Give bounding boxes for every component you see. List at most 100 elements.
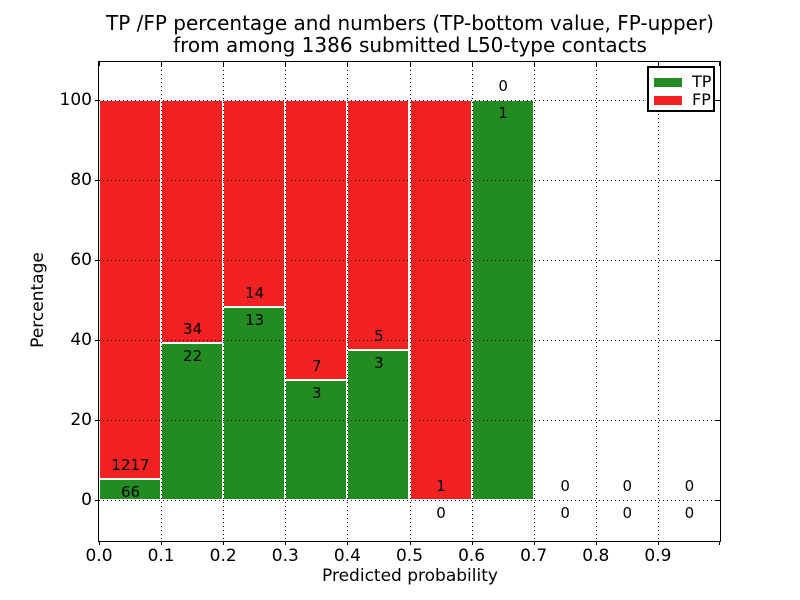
tp-count-label-bin7: 0 <box>560 504 570 522</box>
fp-color-swatch <box>654 95 682 105</box>
y-tick-label-40: 40 <box>70 330 92 350</box>
x-tick-top <box>99 62 100 66</box>
x-tick-top <box>347 62 349 66</box>
x-tick-top <box>719 62 720 66</box>
x-tick-top <box>657 62 659 66</box>
tp-count-label-bin9: 0 <box>684 504 695 522</box>
y-tick-label-20: 20 <box>70 410 92 430</box>
x-tick-bottom <box>533 542 535 545</box>
x-tick-label-0.1: 0.1 <box>147 546 175 566</box>
x-gridline-0.6 <box>471 62 473 541</box>
bar-fp-bin1 <box>161 100 224 343</box>
tp-count-label-bin4: 3 <box>374 354 384 372</box>
x-tick-label-0.8: 0.8 <box>582 546 610 566</box>
x-gridline-0.1 <box>161 62 163 541</box>
x-tick-bottom <box>285 542 287 545</box>
y-tick-label-80: 80 <box>70 170 92 190</box>
x-tick-top <box>471 62 473 66</box>
x-tick-label-0.9: 0.9 <box>644 546 672 566</box>
y-tick-left <box>95 340 98 341</box>
x-tick-top <box>595 62 597 66</box>
bar-fp-bin2 <box>223 100 286 308</box>
y-tick-left <box>95 500 98 501</box>
x-tick-label-0.7: 0.7 <box>520 546 548 566</box>
bar-tp-bin1 <box>161 342 224 500</box>
bar-tp-bin6 <box>471 100 534 500</box>
y-tick-label-0: 0 <box>81 490 92 510</box>
bar-tp-bin4 <box>347 350 410 500</box>
x-tick-bottom <box>223 542 225 545</box>
x-tick-label-0.5: 0.5 <box>395 546 424 566</box>
y-tick-left <box>95 180 98 181</box>
x-gridline-0.5 <box>409 62 411 541</box>
x-gridline-0.7 <box>533 62 535 541</box>
fp-count-label-bin0: 1217 <box>111 456 150 475</box>
tp-count-label-bin0: 66 <box>120 483 141 502</box>
chart-title: TP /FP percentage and numbers (TP-bottom… <box>99 12 721 56</box>
x-gridline-0.3 <box>285 62 287 541</box>
tp-color-swatch <box>654 77 682 87</box>
bar-fp-bin4 <box>347 100 410 350</box>
tp-count-label-bin8: 0 <box>622 504 633 522</box>
fp-count-label-bin1: 34 <box>183 319 203 338</box>
x-tick-bottom <box>347 542 349 545</box>
chart-title-line-1: TP /FP percentage and numbers (TP-bottom… <box>106 11 714 35</box>
tp-count-label-bin5: 0 <box>436 504 446 522</box>
bar-fp-bin3 <box>285 100 348 380</box>
legend-label-tp: TP <box>692 72 712 91</box>
legend: TP FP <box>647 66 715 112</box>
tp-count-label-bin6: 1 <box>498 104 508 122</box>
x-tick-label-0.3: 0.3 <box>271 546 299 566</box>
x-tick-top <box>285 62 287 66</box>
x-tick-bottom <box>161 542 163 545</box>
y-tick-right <box>716 180 720 181</box>
fp-count-label-bin4: 5 <box>374 327 384 345</box>
x-tick-bottom <box>657 542 659 545</box>
x-gridline-0.4 <box>347 62 349 541</box>
tp-count-label-bin3: 3 <box>312 384 322 402</box>
y-tick-left <box>95 260 98 261</box>
x-tick-label-0.4: 0.4 <box>333 546 361 566</box>
x-tick-bottom <box>719 542 720 545</box>
legend-row-tp: TP <box>649 73 713 91</box>
bar-tp-bin0 <box>99 479 162 500</box>
x-tick-top <box>223 62 225 66</box>
x-tick-bottom <box>595 542 597 545</box>
y-tick-right <box>716 100 720 101</box>
legend-label-fp: FP <box>692 90 711 109</box>
x-gridline-0.2 <box>223 62 225 541</box>
x-tick-top <box>409 62 411 66</box>
y-tick-left <box>95 100 98 101</box>
y-tick-right <box>716 260 720 261</box>
x-tick-label-0.2: 0.2 <box>209 546 237 566</box>
x-tick-bottom <box>409 542 411 545</box>
bar-fp-bin5 <box>409 100 472 500</box>
fp-count-label-bin3: 7 <box>312 357 322 375</box>
y-tick-right <box>716 340 720 341</box>
fp-count-label-bin2: 14 <box>245 284 265 303</box>
plot-area: 1217 66 34 22 14 13 7 3 5 3 1 0 0 1 0 0 0 0 0 0 <box>95 61 721 545</box>
fp-count-label-bin9: 0 <box>684 477 695 495</box>
x-tick-top <box>533 62 535 66</box>
x-tick-label-0.6: 0.6 <box>458 546 486 566</box>
y-tick-label-60: 60 <box>70 250 92 270</box>
fp-count-label-bin5: 1 <box>436 477 446 495</box>
fp-count-label-bin8: 0 <box>622 477 633 495</box>
legend-row-fp: FP <box>649 91 713 109</box>
x-tick-top <box>161 62 163 66</box>
y-tick-right <box>716 420 720 421</box>
x-tick-label-0.0: 0.0 <box>85 546 113 566</box>
x-tick-bottom <box>471 542 473 545</box>
tp-count-label-bin2: 13 <box>245 311 265 330</box>
y-tick-right <box>716 500 720 501</box>
x-gridline-0.9 <box>657 62 659 541</box>
x-axis-label: Predicted probability <box>322 566 498 586</box>
fp-count-label-bin7: 0 <box>560 477 570 495</box>
chart-title-line-2: from among 1386 submitted L50-type conta… <box>173 33 647 57</box>
fp-count-label-bin6: 0 <box>498 77 508 95</box>
bar-tp-bin2 <box>223 307 286 500</box>
tp-count-label-bin1: 22 <box>183 346 203 365</box>
x-gridline-0.8 <box>595 62 597 541</box>
y-tick-label-100: 100 <box>59 90 92 110</box>
